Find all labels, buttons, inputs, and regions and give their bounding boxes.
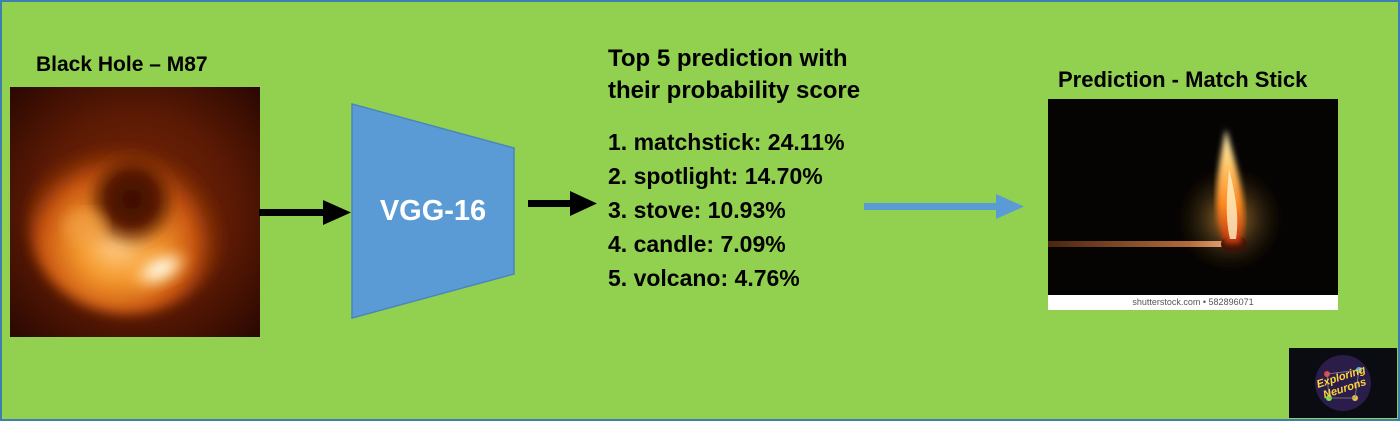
arrow-to-model: [259, 200, 351, 225]
prediction-item: 1. matchstick: 24.11%: [608, 129, 845, 155]
predictions-list: 1. matchstick: 24.11% 2. spotlight: 14.7…: [608, 125, 845, 295]
output-title: Prediction - Match Stick: [1058, 67, 1308, 92]
predictions-heading-line2: their probability score: [608, 77, 861, 104]
vgg16-model-shape: [351, 103, 515, 319]
predictions-heading: Top 5 prediction with their probability …: [608, 43, 860, 107]
watermark-text: shutterstock.com • 582896071: [1132, 297, 1254, 307]
predictions-heading-line1: Top 5 prediction with: [608, 45, 848, 72]
black-hole-image: [10, 87, 260, 337]
prediction-item: 3. stove: 10.93%: [608, 197, 786, 223]
matchstick-image: [1048, 99, 1338, 295]
model-label: VGG-16: [379, 194, 487, 227]
exploring-neurons-logo: [1289, 348, 1397, 418]
matchstick-photo: shutterstock.com • 582896071: [1048, 99, 1338, 310]
prediction-item: 4. candle: 7.09%: [608, 231, 786, 257]
arrow-to-output: [864, 194, 1024, 219]
prediction-item: 2. spotlight: 14.70%: [608, 163, 823, 189]
arrow-to-predictions: [528, 191, 597, 216]
prediction-item: 5. volcano: 4.76%: [608, 265, 800, 291]
input-title: Black Hole – M87: [36, 53, 208, 76]
